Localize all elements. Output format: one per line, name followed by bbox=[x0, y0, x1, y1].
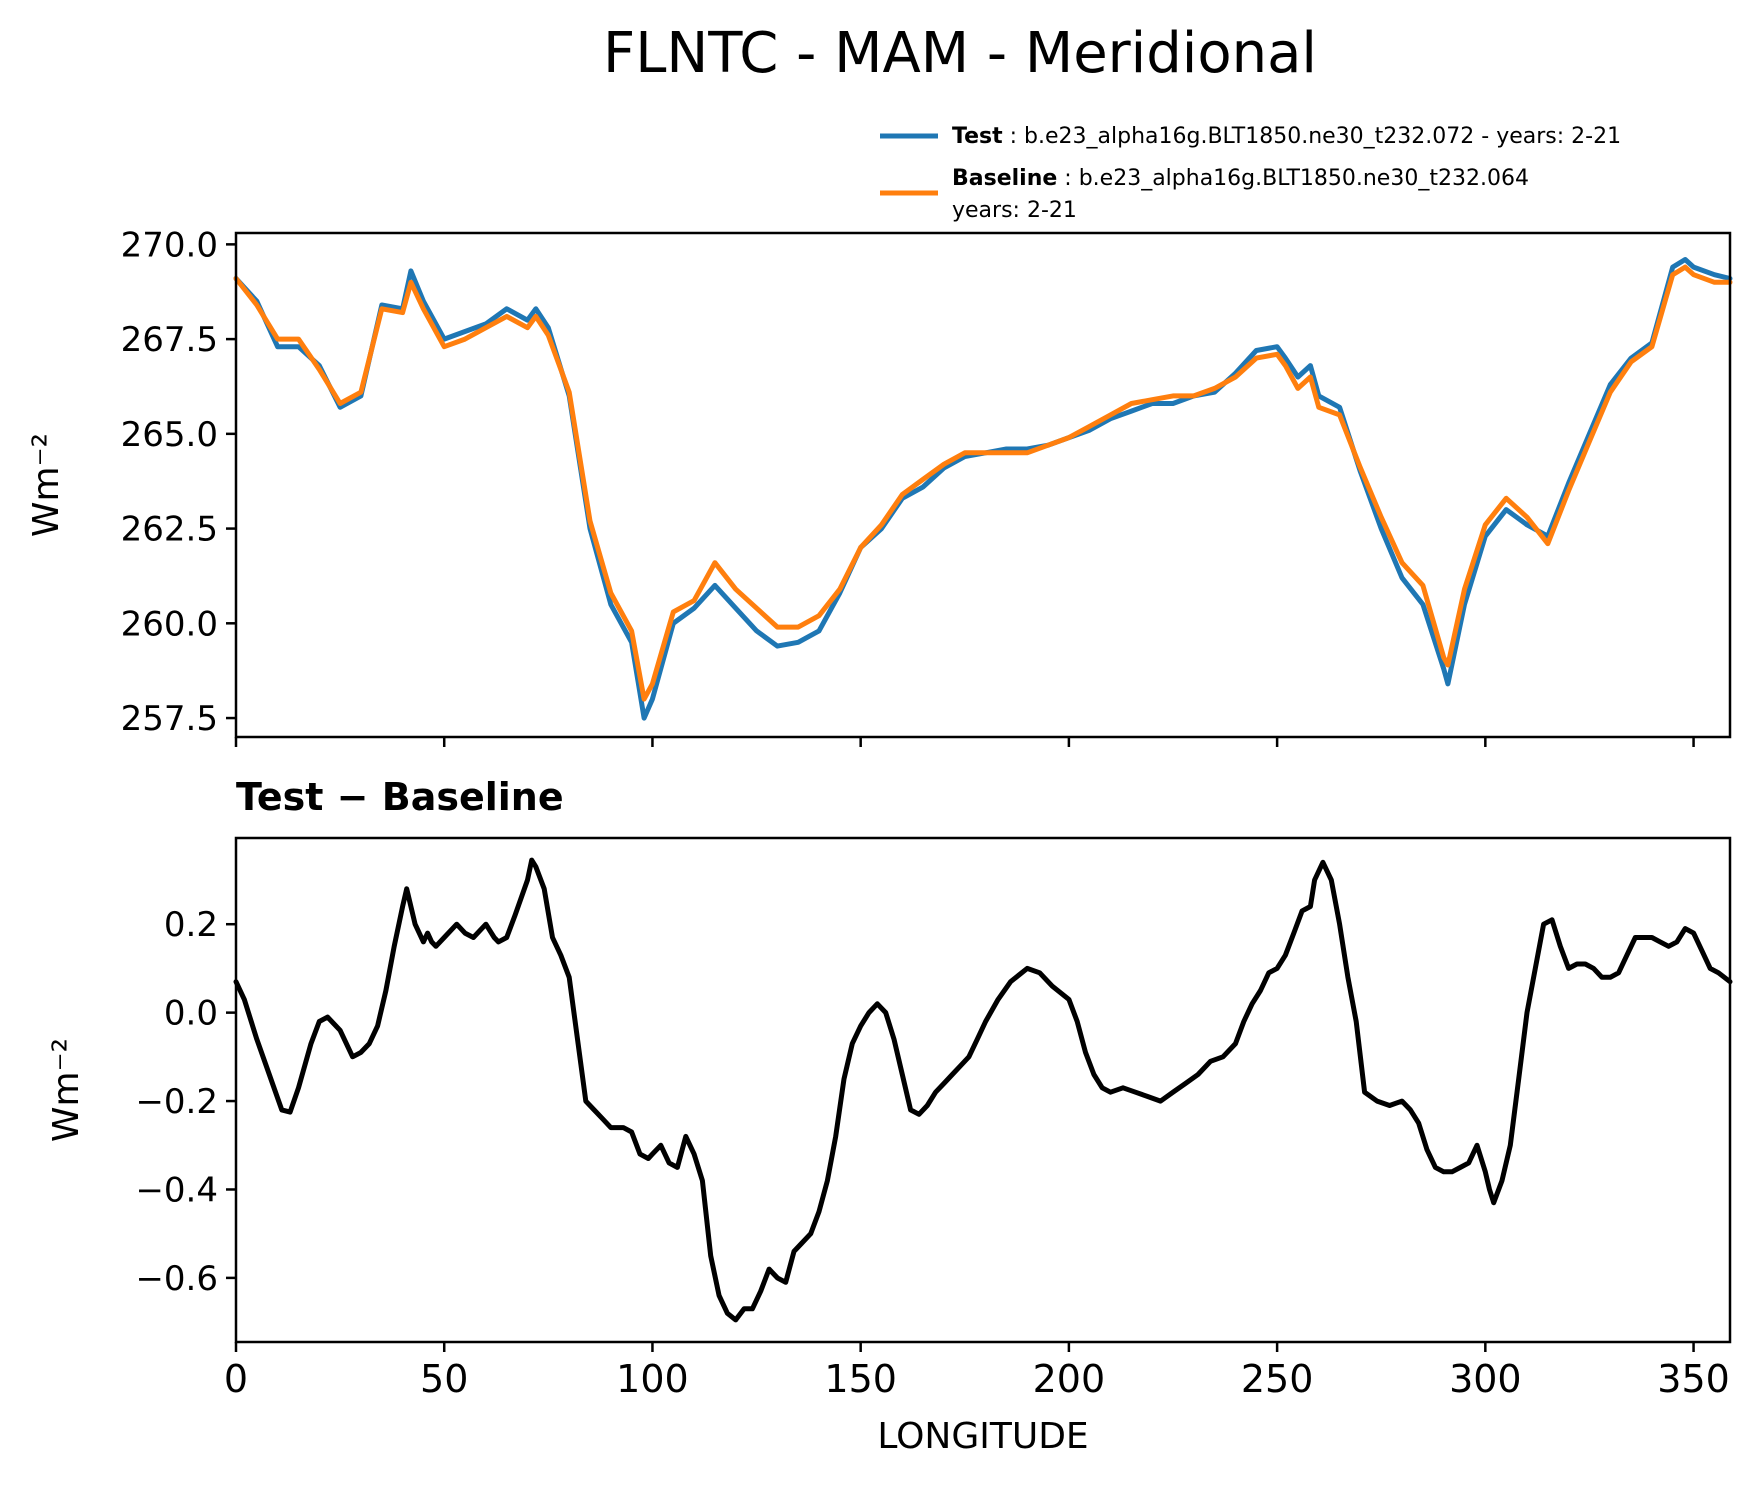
top-ytick-label: 260.0 bbox=[121, 604, 218, 644]
bottom-xtick-label: 100 bbox=[616, 1357, 689, 1401]
legend-baseline-text: : b.e23_alpha16g.BLT1850.ne30_t232.064 bbox=[1064, 166, 1529, 191]
top-ytick-label: 265.0 bbox=[121, 415, 218, 455]
legend-test-text: : b.e23_alpha16g.BLT1850.ne30_t232.072 -… bbox=[1010, 124, 1621, 149]
bottom-xtick-label: 250 bbox=[1241, 1357, 1314, 1401]
bottom-ytick-label: −0.6 bbox=[135, 1259, 218, 1299]
bottom-ytick-label: −0.4 bbox=[135, 1170, 218, 1210]
bottom-xtick-label: 350 bbox=[1657, 1357, 1730, 1401]
bottom-panel: −0.6 −0.4 −0.2 0.0 0.2 0 50 100 150 200 250 300 350 W… bbox=[46, 836, 1733, 1457]
bottom-ylabel: Wm⁻² bbox=[46, 1038, 87, 1142]
top-ytick-label: 270.0 bbox=[121, 225, 218, 265]
bottom-ytick-label: 0.2 bbox=[164, 905, 218, 945]
bottom-xlabel: LONGITUDE bbox=[877, 1416, 1088, 1457]
diff-panel-title: Test − Baseline bbox=[236, 775, 564, 819]
bottom-axes-frame bbox=[234, 836, 1732, 1344]
bottom-xtick-label: 50 bbox=[420, 1357, 468, 1401]
top-ytick-label: 267.5 bbox=[121, 320, 218, 360]
bottom-ytick-label: −0.2 bbox=[135, 1082, 218, 1122]
bottom-xtick-label: 300 bbox=[1449, 1357, 1522, 1401]
bottom-xtick-label: 0 bbox=[224, 1357, 248, 1401]
legend-test-entry: Test : b.e23_alpha16g.BLT1850.ne30_t232.… bbox=[952, 124, 1621, 149]
figure-title: FLNTC - MAM - Meridional bbox=[603, 21, 1317, 86]
legend-baseline-entry: Baseline : b.e23_alpha16g.BLT1850.ne30_t… bbox=[952, 166, 1529, 191]
top-axes-frame bbox=[234, 231, 1732, 739]
top-panel: 257.5 260.0 262.5 265.0 267.5 270.0 Wm⁻² bbox=[26, 225, 1733, 747]
top-ylabel: Wm⁻² bbox=[26, 433, 67, 537]
bottom-ytick-label: 0.0 bbox=[164, 994, 218, 1034]
test-series-line bbox=[233, 257, 1733, 721]
legend-baseline-text-2: years: 2-21 bbox=[952, 198, 1077, 223]
legend: Test : b.e23_alpha16g.BLT1850.ne30_t232.… bbox=[880, 124, 1621, 223]
legend-test-label: Test bbox=[952, 124, 1003, 149]
bottom-xtick-label: 200 bbox=[1033, 1357, 1106, 1401]
top-ytick-label: 262.5 bbox=[121, 510, 218, 550]
top-ytick-label: 257.5 bbox=[121, 699, 218, 739]
baseline-series-line bbox=[233, 264, 1733, 702]
bottom-xtick-label: 150 bbox=[824, 1357, 897, 1401]
legend-baseline-label: Baseline bbox=[952, 166, 1057, 191]
difference-series-line bbox=[233, 857, 1733, 1323]
